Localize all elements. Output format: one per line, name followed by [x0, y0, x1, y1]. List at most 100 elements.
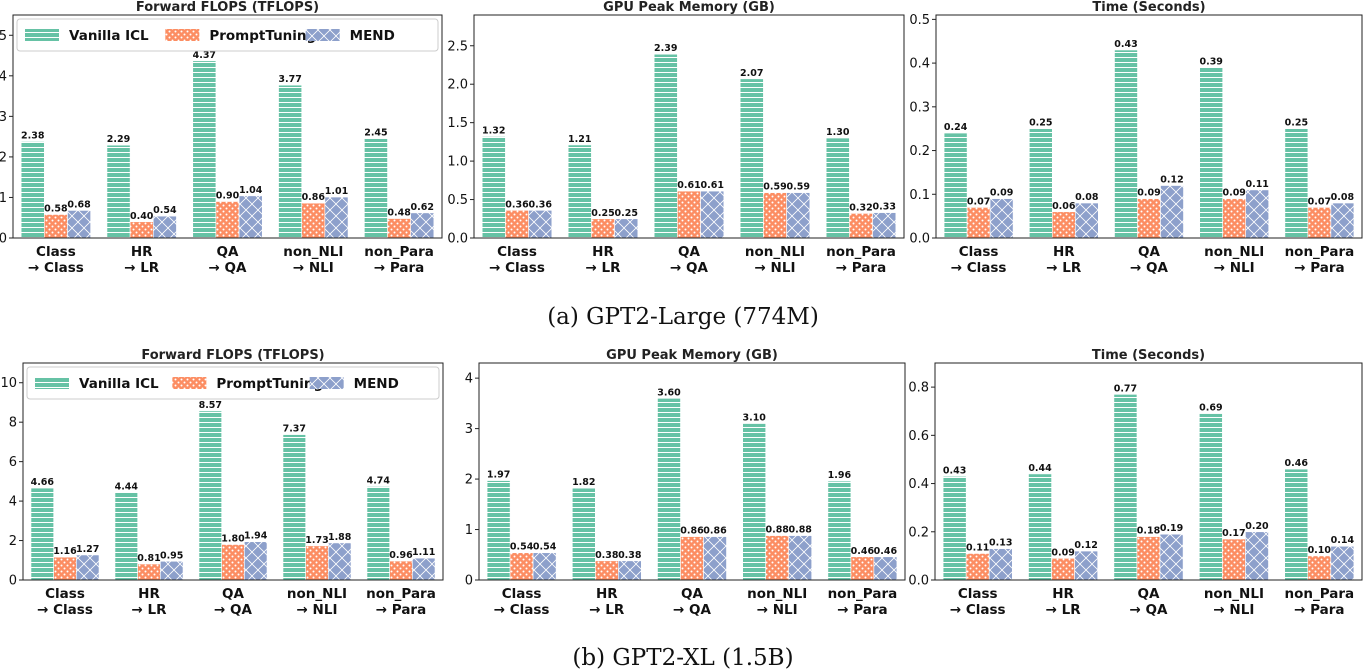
category-label: Class → Class [951, 244, 1007, 276]
value-label: 0.36 [528, 199, 552, 210]
value-label: 0.06 [1052, 201, 1076, 212]
legend: Vanilla ICL PromptTuning MEND [16, 18, 439, 52]
value-label: 0.61 [700, 180, 723, 191]
bar-vanilla [278, 84, 303, 239]
y-tick-label: 0 [465, 574, 473, 589]
value-label: 0.14 [1331, 535, 1355, 546]
value-label: 0.81 [137, 553, 160, 564]
legend-label: PromptTuning [209, 28, 316, 44]
value-label: 1.16 [53, 546, 77, 557]
bar-prompt [591, 218, 615, 239]
y-tick-label: 0.4 [908, 477, 929, 492]
bar-vanilla [1114, 49, 1138, 239]
chart-panel-6: Time (Seconds)0.00.20.40.60.80.430.11 0.1… [908, 348, 1363, 618]
caption-top: (a) GPT2-Large (774M) [547, 304, 819, 330]
bar-vanilla [739, 78, 764, 239]
bar-mend [988, 548, 1013, 581]
bar-prompt [680, 536, 704, 581]
bar-mend [160, 560, 184, 581]
bar-mend [1330, 202, 1355, 239]
legend-swatch-prompt [165, 29, 200, 41]
y-tick-label: 1.5 [447, 116, 468, 131]
value-label: 1.32 [482, 125, 505, 136]
axes-frame [473, 14, 905, 239]
bar-prompt [53, 556, 77, 581]
bar-mend [67, 210, 91, 239]
value-label: 0.13 [989, 538, 1012, 549]
value-label: 4.66 [31, 477, 55, 488]
bar-prompt [44, 214, 68, 239]
y-tick-label: 0.6 [908, 429, 929, 444]
value-label: 0.61 [677, 180, 700, 191]
bar-prompt [765, 535, 790, 581]
bar-prompt [509, 552, 534, 581]
y-tick-label: 1.0 [447, 155, 468, 170]
value-label: 0.08 [1331, 192, 1355, 203]
axes-frame [12, 14, 443, 239]
bar-mend [528, 210, 553, 239]
value-label: 0.09 [1137, 188, 1160, 199]
category-label: HR → LR [585, 244, 621, 276]
bar-mend [873, 556, 898, 581]
bar-mend [1159, 533, 1184, 581]
value-label: 0.24 [944, 122, 968, 133]
bar-mend [1245, 531, 1269, 581]
chart-title: GPU Peak Memory (GB) [606, 348, 778, 363]
bar-prompt [966, 207, 991, 239]
bar-mend [989, 198, 1014, 239]
bar-vanilla [192, 60, 217, 239]
y-tick-label: 2 [9, 534, 17, 549]
axes-frame [935, 14, 1363, 239]
legend-label: PromptTuning [216, 376, 323, 392]
value-label: 0.11 [966, 542, 989, 553]
bar-prompt [129, 221, 154, 239]
bar-vanilla [1284, 468, 1309, 581]
bar-mend [532, 552, 557, 581]
bar-prompt [763, 192, 787, 239]
chart-title: Time (Seconds) [1092, 0, 1205, 15]
bar-vanilla [486, 480, 511, 581]
value-label: 0.96 [389, 550, 413, 561]
bar-vanilla [481, 136, 506, 239]
y-tick-label: 0.4 [909, 57, 930, 72]
bar-mend [1160, 185, 1184, 239]
bar-mend [700, 190, 725, 239]
value-label: 0.40 [130, 211, 154, 222]
bar-vanilla [364, 138, 388, 239]
bar-vanilla [20, 141, 45, 239]
category-label: non_Para → Para [1285, 244, 1355, 276]
value-label: 1.01 [325, 186, 348, 197]
value-label: 0.46 [874, 546, 898, 557]
value-label: 0.46 [1285, 458, 1309, 469]
category-label: HR → LR [124, 244, 160, 276]
category-label: non_NLI → NLI [283, 244, 343, 276]
category-label: non_NLI → NLI [287, 586, 347, 618]
category-label: HR → LR [1046, 586, 1082, 618]
value-label: 0.43 [943, 465, 966, 476]
value-label: 0.59 [786, 182, 809, 193]
y-tick-label: 4 [465, 372, 473, 387]
value-label: 1.82 [572, 477, 595, 488]
value-label: 1.88 [328, 532, 352, 543]
y-tick-label: 0.0 [908, 574, 929, 589]
y-tick-label: 2 [465, 473, 473, 488]
legend-swatch-mend [309, 377, 344, 389]
y-tick-label: 1 [0, 191, 7, 206]
value-label: 0.90 [216, 191, 240, 202]
bar-prompt [221, 544, 245, 581]
y-tick-label: 0.5 [909, 13, 930, 28]
chart-panel-1: Forward FLOPS (TFLOPS) 0 1 2 3 4 5 2.38 0.58 0.68… [0, 0, 443, 276]
value-label: 2.38 [21, 131, 45, 142]
bar-vanilla [1199, 67, 1223, 239]
chart-title: Time (Seconds) [1092, 348, 1205, 363]
value-label: 0.88 [765, 525, 789, 536]
axes-frame [22, 362, 444, 581]
value-label: 7.37 [283, 424, 306, 435]
bar-vanilla [943, 132, 968, 239]
value-label: 0.09 [1222, 188, 1245, 199]
y-tick-label: 4 [9, 495, 17, 510]
bar-prompt [387, 218, 411, 239]
value-label: 0.19 [1160, 523, 1183, 534]
value-label: 1.94 [244, 531, 268, 542]
